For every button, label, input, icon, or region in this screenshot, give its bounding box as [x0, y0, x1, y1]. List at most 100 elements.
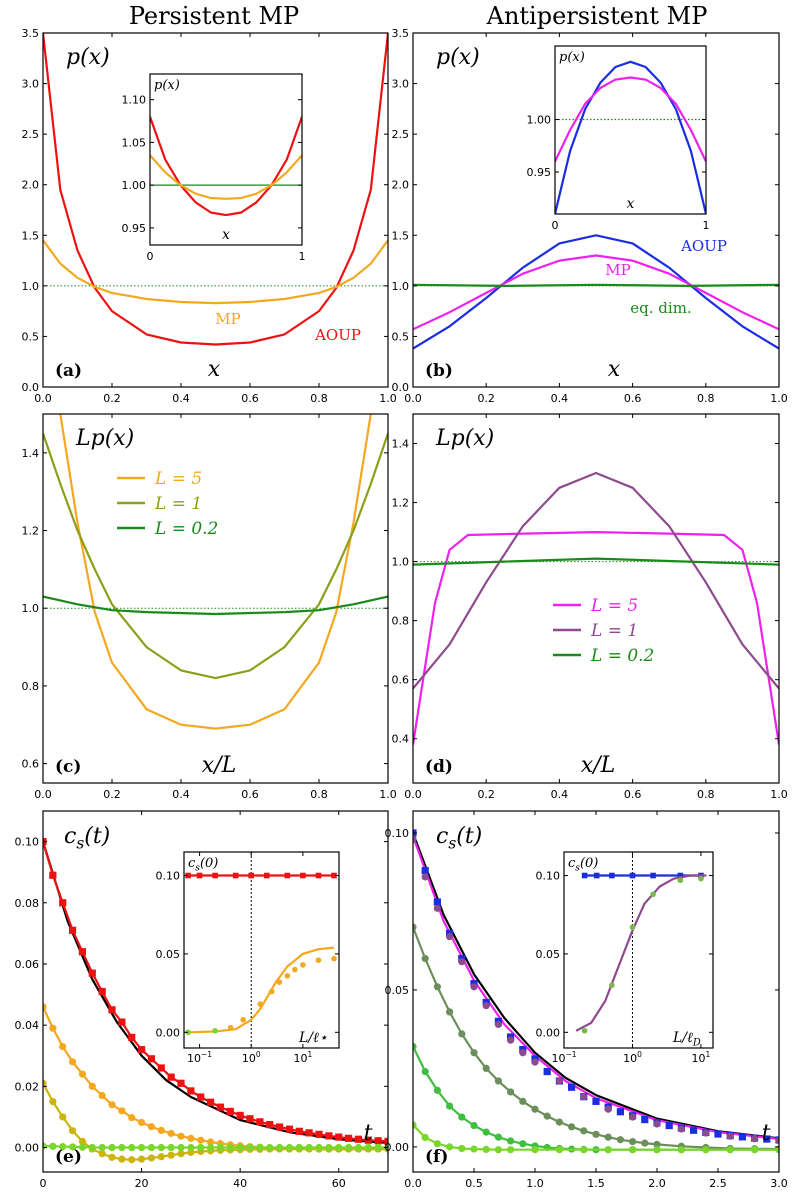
series-line: [413, 926, 779, 1151]
data-point: [248, 872, 255, 879]
x-tick-label: 0: [40, 1177, 47, 1190]
data-point: [677, 1146, 686, 1154]
panel-a: 0.0 0.5 1.0 1.5 2.0 2.5 3.0 3.5 0.0 0.2 0.4 0.6 0.8 1…: [22, 27, 397, 405]
panel-label: (f): [425, 1147, 448, 1167]
data-point: [629, 1113, 637, 1121]
x-axis-label: x: [608, 357, 621, 382]
data-point: [421, 1133, 429, 1142]
data-point: [494, 1077, 502, 1085]
data-point: [157, 1153, 165, 1161]
data-point: [68, 1127, 77, 1135]
data-point: [256, 1118, 264, 1126]
inset-background: [564, 852, 713, 1048]
data-point: [108, 1101, 116, 1109]
data-point: [665, 1121, 673, 1130]
x-tick-label: 0.8: [310, 788, 328, 801]
data-point: [653, 1120, 661, 1128]
data-point: [507, 1146, 515, 1154]
y-axis-label: Lp(x): [75, 426, 134, 451]
x-tick-label: 1.5: [587, 1177, 605, 1190]
series-mp: [555, 76, 706, 162]
data-point: [187, 1134, 195, 1142]
curve-annotation: eq. dim.: [630, 299, 691, 317]
series-line: [413, 254, 779, 331]
y-tick-label: 1.5: [22, 229, 40, 242]
data-point: [285, 1125, 294, 1133]
data-point: [470, 1145, 478, 1153]
curve-annotation: AOUP: [314, 326, 361, 344]
axes-frame: [412, 413, 780, 784]
data-point: [98, 987, 106, 996]
data-point: [226, 1107, 234, 1116]
data-point: [609, 872, 615, 879]
data-point: [49, 1142, 57, 1150]
data-point: [78, 1070, 87, 1078]
series-line: [43, 33, 388, 346]
data-point: [147, 1055, 156, 1063]
panel-label: (c): [55, 757, 81, 777]
x-tick-label: 0.0: [34, 788, 52, 801]
series-l-5: [59, 414, 372, 730]
data-point: [421, 873, 429, 881]
y-tick-label: 0.0: [392, 381, 410, 394]
y-tick-label: 1.4: [22, 447, 40, 460]
data-point: [246, 1115, 254, 1123]
x-tick-label: 1: [299, 250, 306, 263]
series-aoup: [185, 872, 337, 879]
data-point: [137, 1118, 146, 1127]
data-point: [592, 1130, 600, 1138]
data-point: [137, 1046, 146, 1054]
y-tick-label: 1.10: [122, 94, 147, 107]
series-low: [43, 1142, 388, 1152]
data-point: [128, 1033, 136, 1041]
data-point: [206, 1138, 215, 1146]
data-point: [616, 1136, 625, 1144]
axes-frame: [554, 45, 707, 215]
legend-label: L = 0.2: [154, 519, 218, 539]
axes-frame: [183, 851, 340, 1049]
series-line: [43, 239, 388, 305]
data-point: [108, 1143, 116, 1152]
series-mp-theory: [575, 874, 707, 1032]
data-point: [276, 979, 283, 985]
data-point: [284, 973, 291, 979]
data-point: [507, 1137, 515, 1145]
inset-x-label: L/ℓD: [672, 1030, 701, 1049]
data-point: [305, 1143, 313, 1152]
x-tick-label: 0: [552, 219, 559, 232]
data-point: [226, 1143, 234, 1152]
x-tick-label: 0.0: [404, 392, 422, 405]
x-tick-label: 0.6: [624, 392, 642, 405]
data-point: [531, 1058, 539, 1066]
y-tick-label: 2.0: [22, 179, 40, 192]
data-point: [344, 1134, 353, 1142]
series-mp: [150, 154, 302, 200]
data-point: [335, 1143, 343, 1152]
data-point: [446, 1102, 454, 1110]
data-point: [315, 957, 322, 963]
data-point: [212, 1027, 218, 1034]
data-point: [98, 1143, 106, 1152]
data-point: [698, 875, 704, 882]
inset-x-label: x: [222, 227, 230, 243]
y-tick-label: 0.00: [15, 1142, 40, 1155]
y-tick-label: 0.95: [527, 166, 552, 179]
data-point: [187, 1143, 195, 1152]
data-point: [458, 1113, 466, 1121]
data-point: [43, 1079, 47, 1087]
data-point: [354, 1135, 363, 1143]
data-point: [482, 1064, 490, 1073]
x-tick-label: 0.2: [103, 392, 121, 405]
y-axis-label: p(x): [66, 45, 110, 70]
panel-d: 0.4 0.6 0.8 1.0 1.2 1.4 0.0 0.2 0.4 0.6 0.8 1.0 Lp(x…: [392, 413, 788, 801]
data-point: [305, 1129, 313, 1137]
data-point: [433, 898, 441, 906]
series-line: [413, 557, 779, 566]
data-point: [458, 958, 466, 966]
y-tick-label: 0.8: [392, 615, 410, 628]
x-tick-label: 0.8: [697, 392, 715, 405]
series-eq-dim-: [413, 283, 779, 287]
data-point: [167, 1073, 175, 1081]
x-tick-label: 0.0: [404, 788, 422, 801]
